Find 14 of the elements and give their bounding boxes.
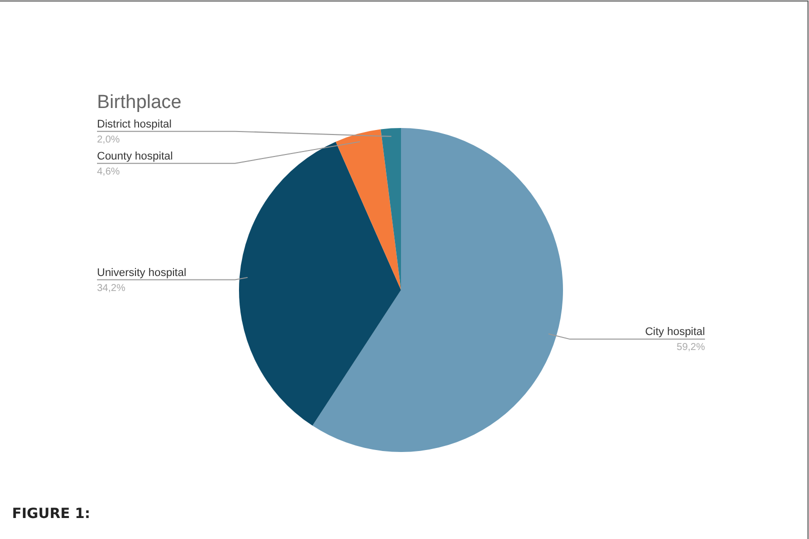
chart-title: Birthplace (97, 92, 182, 113)
pie-slice (239, 142, 401, 426)
caption: FIGURE 1: (12, 506, 90, 522)
slice-label: City hospital (645, 326, 705, 338)
pie-slice (312, 128, 563, 452)
data-label: 34,2% (97, 282, 126, 294)
slice-label: District hospital (97, 118, 172, 130)
slice-label: University hospital (97, 266, 186, 279)
pie-slice (336, 129, 401, 290)
slice-label: County hospital (97, 150, 173, 162)
data-label: 59,2% (676, 342, 706, 354)
pie-slice (380, 128, 401, 290)
data-label: 4,6% (97, 166, 120, 178)
data-label: 2,0% (97, 134, 120, 146)
